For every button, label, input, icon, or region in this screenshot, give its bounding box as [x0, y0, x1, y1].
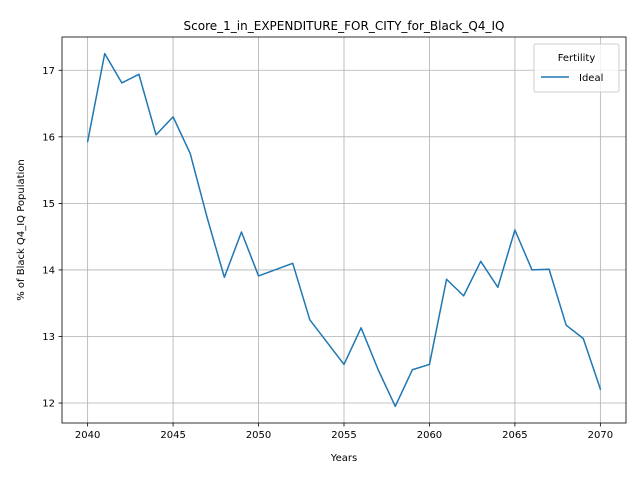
x-tick-label: 2060 — [417, 430, 442, 441]
y-tick-label: 17 — [42, 66, 55, 77]
y-tick-label: 15 — [42, 199, 55, 210]
y-axis-title: % of Black Q4_IQ Population — [16, 159, 27, 301]
x-axis-title: Years — [330, 453, 357, 464]
legend-label-ideal: Ideal — [579, 73, 603, 84]
series-layer — [86, 52, 602, 408]
legend-box — [533, 43, 620, 93]
legend-title: Fertility — [558, 53, 596, 64]
series-line-ideal — [86, 52, 602, 408]
x-tick-label: 2065 — [502, 430, 527, 441]
y-tick-label: 13 — [42, 332, 55, 343]
x-tick-label: 2070 — [588, 430, 613, 441]
y-tick-label: 12 — [42, 399, 55, 410]
chart-title: Score_1_in_EXPENDITURE_FOR_CITY_for_Blac… — [184, 19, 505, 33]
y-axis-ticks: 12 13 14 15 16 17 — [42, 66, 62, 410]
x-tick-label: 2050 — [246, 430, 271, 441]
x-tick-label: 2055 — [331, 430, 356, 441]
x-tick-label: 2045 — [160, 430, 185, 441]
y-tick-label: 16 — [42, 132, 55, 143]
x-tick-label: 2040 — [75, 430, 100, 441]
y-tick-label: 14 — [42, 265, 55, 276]
legend: Fertility Ideal — [533, 43, 620, 93]
x-axis-ticks: 2040 2045 2050 2055 2060 2065 2070 — [75, 423, 613, 441]
